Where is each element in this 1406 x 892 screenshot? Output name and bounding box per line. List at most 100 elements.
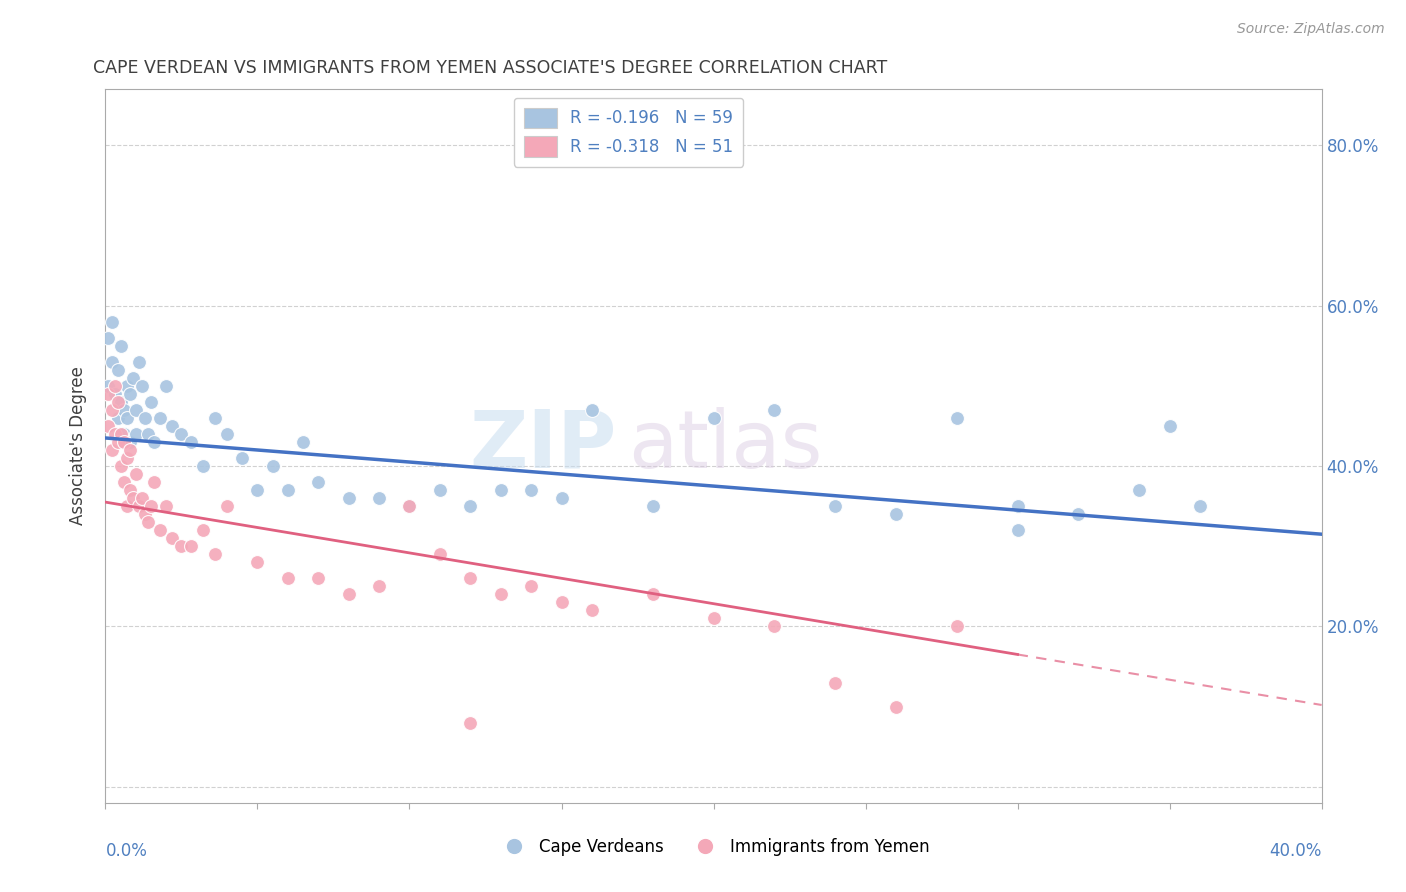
Point xyxy=(307,475,329,489)
Point xyxy=(110,339,132,353)
Point xyxy=(458,715,481,730)
Point xyxy=(118,387,141,401)
Point xyxy=(170,427,193,442)
Point xyxy=(246,555,269,569)
Point xyxy=(97,419,120,434)
Point xyxy=(945,411,967,425)
Point xyxy=(550,595,572,609)
Point xyxy=(112,475,135,489)
Point xyxy=(112,403,135,417)
Point xyxy=(191,458,214,473)
Point xyxy=(115,499,138,513)
Point xyxy=(884,507,907,521)
Point xyxy=(246,483,269,497)
Point xyxy=(204,547,226,561)
Point xyxy=(100,355,122,369)
Point xyxy=(107,435,129,450)
Point xyxy=(143,475,166,489)
Point xyxy=(107,363,129,377)
Point xyxy=(103,427,125,442)
Point xyxy=(1007,499,1029,513)
Point xyxy=(337,491,360,505)
Point xyxy=(180,435,202,450)
Point xyxy=(162,419,184,434)
Point xyxy=(641,499,664,513)
Point xyxy=(97,331,120,345)
Point xyxy=(307,571,329,585)
Point xyxy=(136,427,159,442)
Point xyxy=(581,603,603,617)
Point xyxy=(277,483,299,497)
Point xyxy=(103,379,125,393)
Point xyxy=(398,499,420,513)
Point xyxy=(110,458,132,473)
Point xyxy=(107,411,129,425)
Point xyxy=(149,411,172,425)
Point xyxy=(292,435,315,450)
Point xyxy=(136,515,159,529)
Point xyxy=(121,491,143,505)
Point xyxy=(641,587,664,601)
Point xyxy=(125,467,148,481)
Point xyxy=(115,379,138,393)
Point xyxy=(458,499,481,513)
Point xyxy=(262,458,284,473)
Point xyxy=(134,507,156,521)
Point xyxy=(97,379,120,393)
Point xyxy=(824,675,846,690)
Point xyxy=(337,587,360,601)
Text: ZIP: ZIP xyxy=(470,407,616,485)
Point xyxy=(217,499,239,513)
Point xyxy=(112,435,135,450)
Point xyxy=(155,499,177,513)
Point xyxy=(149,523,172,537)
Y-axis label: Associate's Degree: Associate's Degree xyxy=(69,367,87,525)
Point xyxy=(155,379,177,393)
Point xyxy=(115,411,138,425)
Point xyxy=(489,483,512,497)
Point xyxy=(458,571,481,585)
Point xyxy=(118,435,141,450)
Point xyxy=(884,699,907,714)
Text: Source: ZipAtlas.com: Source: ZipAtlas.com xyxy=(1237,22,1385,37)
Point xyxy=(103,387,125,401)
Point xyxy=(702,411,725,425)
Point xyxy=(204,411,226,425)
Point xyxy=(131,491,153,505)
Point xyxy=(398,499,420,513)
Point xyxy=(489,587,512,601)
Point xyxy=(139,395,162,409)
Text: 40.0%: 40.0% xyxy=(1270,842,1322,860)
Point xyxy=(100,403,122,417)
Point xyxy=(110,427,132,442)
Point xyxy=(143,435,166,450)
Point xyxy=(110,395,132,409)
Point xyxy=(702,611,725,625)
Point xyxy=(125,403,148,417)
Point xyxy=(162,531,184,545)
Point xyxy=(945,619,967,633)
Point xyxy=(1128,483,1150,497)
Point xyxy=(121,371,143,385)
Point xyxy=(217,427,239,442)
Point xyxy=(107,395,129,409)
Point xyxy=(1007,523,1029,537)
Point xyxy=(763,619,786,633)
Point xyxy=(125,427,148,442)
Point xyxy=(277,571,299,585)
Text: CAPE VERDEAN VS IMMIGRANTS FROM YEMEN ASSOCIATE'S DEGREE CORRELATION CHART: CAPE VERDEAN VS IMMIGRANTS FROM YEMEN AS… xyxy=(93,59,887,77)
Point xyxy=(170,539,193,553)
Point xyxy=(550,491,572,505)
Point xyxy=(1188,499,1211,513)
Point xyxy=(131,379,153,393)
Point xyxy=(1067,507,1090,521)
Point xyxy=(100,315,122,329)
Point xyxy=(368,491,391,505)
Point xyxy=(520,483,543,497)
Point xyxy=(1159,419,1181,434)
Point xyxy=(128,499,150,513)
Point xyxy=(763,403,786,417)
Point xyxy=(139,499,162,513)
Point xyxy=(97,387,120,401)
Point xyxy=(118,442,141,457)
